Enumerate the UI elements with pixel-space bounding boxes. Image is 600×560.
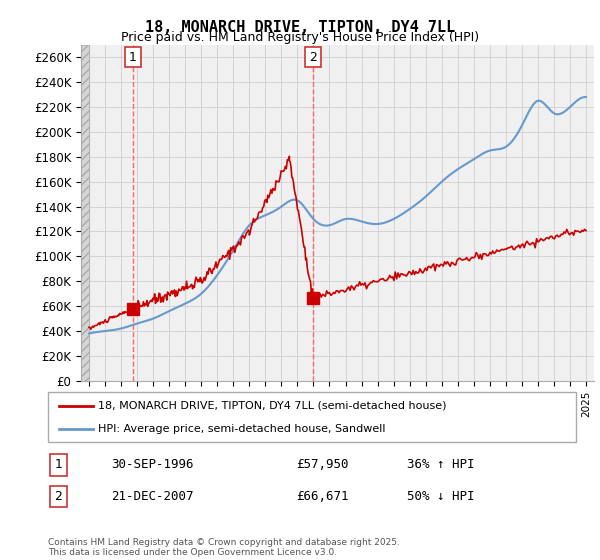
Text: 1: 1 bbox=[55, 458, 62, 472]
Text: 36% ↑ HPI: 36% ↑ HPI bbox=[407, 458, 475, 472]
Text: £57,950: £57,950 bbox=[296, 458, 349, 472]
Bar bbox=[81, 45, 89, 381]
FancyBboxPatch shape bbox=[48, 392, 576, 442]
Text: 2: 2 bbox=[309, 51, 317, 64]
Text: 50% ↓ HPI: 50% ↓ HPI bbox=[407, 490, 475, 503]
Text: 1: 1 bbox=[129, 51, 137, 64]
Text: 18, MONARCH DRIVE, TIPTON, DY4 7LL: 18, MONARCH DRIVE, TIPTON, DY4 7LL bbox=[145, 20, 455, 35]
Text: 18, MONARCH DRIVE, TIPTON, DY4 7LL (semi-detached house): 18, MONARCH DRIVE, TIPTON, DY4 7LL (semi… bbox=[98, 400, 446, 410]
Text: 2: 2 bbox=[55, 490, 62, 503]
Text: £66,671: £66,671 bbox=[296, 490, 349, 503]
Bar bbox=[81, 45, 89, 381]
Text: 30-SEP-1996: 30-SEP-1996 bbox=[112, 458, 194, 472]
Text: HPI: Average price, semi-detached house, Sandwell: HPI: Average price, semi-detached house,… bbox=[98, 424, 386, 434]
Text: Price paid vs. HM Land Registry's House Price Index (HPI): Price paid vs. HM Land Registry's House … bbox=[121, 31, 479, 44]
Text: Contains HM Land Registry data © Crown copyright and database right 2025.
This d: Contains HM Land Registry data © Crown c… bbox=[48, 538, 400, 557]
Text: 21-DEC-2007: 21-DEC-2007 bbox=[112, 490, 194, 503]
